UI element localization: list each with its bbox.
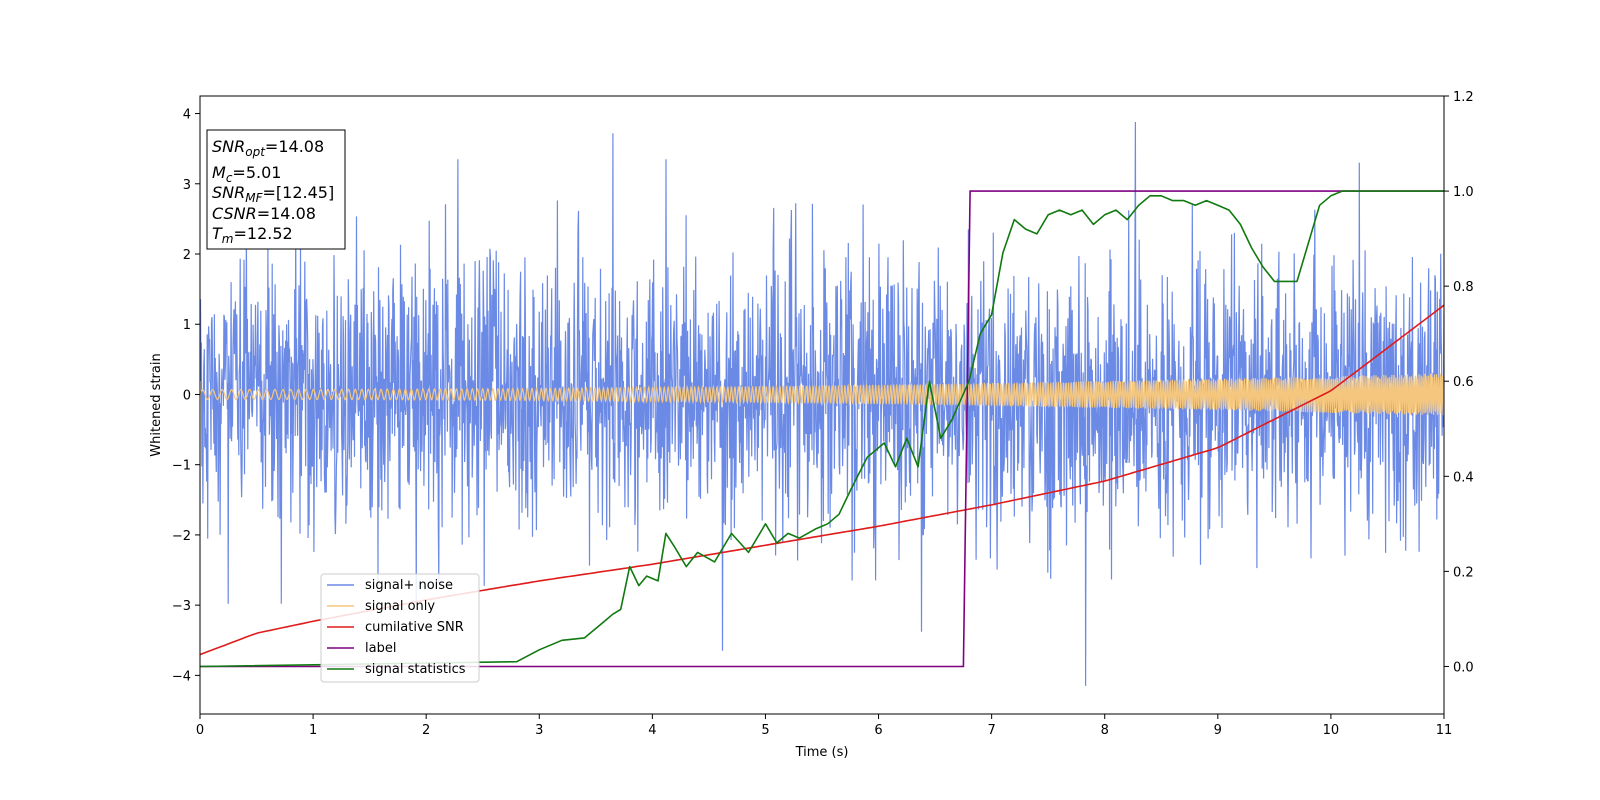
tm-subscript: m bbox=[222, 232, 234, 246]
x-tick-label: 1 bbox=[309, 723, 317, 738]
x-tick-label: 9 bbox=[1214, 723, 1222, 738]
annotation-box: SNRopt=14.08 Mc=5.01 SNRMF=[12.45] CSNR=… bbox=[206, 129, 346, 250]
legend-frame bbox=[320, 573, 480, 683]
y-axis-right: 1.2 1.0 0.8 0.6 0.4 0.2 0.0 bbox=[1444, 90, 1474, 675]
x-tick-label: 11 bbox=[1436, 723, 1453, 738]
y-right-tick-label: 1.2 bbox=[1453, 90, 1474, 105]
y-right-tick-label: 0.2 bbox=[1453, 565, 1474, 580]
y-left-tick-label: −4 bbox=[172, 669, 191, 684]
mc-symbol: M bbox=[212, 163, 226, 182]
series-signal-noise bbox=[200, 121, 1444, 686]
y-left-tick-label: 1 bbox=[183, 318, 191, 333]
snr-opt-symbol: SNR bbox=[212, 137, 245, 156]
tm-value: =12.52 bbox=[233, 224, 292, 243]
annotation-mc: Mc=5.01 bbox=[212, 163, 281, 185]
x-tick-label: 0 bbox=[196, 723, 204, 738]
series-label bbox=[200, 190, 1444, 668]
annotation-tm: Tm=12.52 bbox=[212, 224, 293, 246]
x-axis-title: Time (s) bbox=[795, 745, 849, 760]
x-tick-label: 2 bbox=[422, 723, 430, 738]
y-right-tick-label: 0.8 bbox=[1453, 280, 1474, 295]
csnr-symbol: CSNR bbox=[212, 204, 257, 223]
y-right-tick-label: 0.4 bbox=[1453, 470, 1474, 485]
snr-mf-symbol: SNR bbox=[212, 183, 245, 202]
y-left-tick-label: 4 bbox=[183, 108, 191, 123]
mc-value: =5.01 bbox=[232, 163, 281, 182]
y-right-tick-label: 0.0 bbox=[1453, 660, 1474, 675]
y-left-tick-label: 2 bbox=[183, 248, 191, 263]
y-axis-title: Whitened strain bbox=[149, 353, 164, 456]
x-tick-label: 10 bbox=[1323, 723, 1340, 738]
csnr-value: =14.08 bbox=[257, 204, 316, 223]
legend-label-signal-statistics: signal statistics bbox=[365, 662, 466, 677]
y-axis-left: 4 3 2 1 0 −1 −2 −3 −4 bbox=[172, 108, 200, 684]
series-signal-only bbox=[200, 373, 1444, 416]
x-tick-label: 7 bbox=[987, 723, 995, 738]
x-tick-label: 4 bbox=[648, 723, 656, 738]
tm-symbol: T bbox=[212, 224, 223, 243]
mc-subscript: c bbox=[226, 171, 233, 185]
y-left-tick-label: 0 bbox=[183, 388, 191, 403]
y-left-tick-label: −3 bbox=[172, 599, 191, 614]
annotation-snr-opt: SNRopt=14.08 bbox=[212, 137, 324, 159]
legend-label-cumilative-snr: cumilative SNR bbox=[365, 620, 464, 635]
legend-label-signal-only: signal only bbox=[365, 599, 435, 614]
y-left-tick-label: 3 bbox=[183, 178, 191, 193]
x-tick-label: 8 bbox=[1101, 723, 1109, 738]
series-signal-statistics bbox=[200, 190, 1444, 668]
y-left-tick-label: −2 bbox=[172, 529, 191, 544]
snr-opt-value: =14.08 bbox=[265, 137, 324, 156]
plot-frame bbox=[199, 95, 1445, 715]
snr-mf-subscript: MF bbox=[245, 191, 263, 205]
annotation-csnr: CSNR=14.08 bbox=[212, 204, 316, 223]
legend: signal+ noise signal only cumilative SNR… bbox=[320, 573, 480, 683]
legend-label-label: label bbox=[365, 641, 396, 656]
y-left-tick-label: −1 bbox=[172, 459, 191, 474]
legend-label-signal-noise: signal+ noise bbox=[365, 578, 453, 593]
y-right-tick-label: 1.0 bbox=[1453, 185, 1474, 200]
snr-mf-value: =[12.45] bbox=[263, 183, 335, 202]
annotation-frame bbox=[206, 129, 346, 250]
x-tick-label: 6 bbox=[874, 723, 882, 738]
snr-opt-subscript: opt bbox=[245, 145, 266, 159]
x-axis: 0 1 2 3 4 5 6 7 8 9 10 11 bbox=[196, 714, 1452, 738]
x-tick-label: 5 bbox=[761, 723, 769, 738]
y-right-tick-label: 0.6 bbox=[1453, 375, 1474, 390]
x-tick-label: 3 bbox=[535, 723, 543, 738]
annotation-snr-mf: SNRMF=[12.45] bbox=[212, 183, 334, 205]
